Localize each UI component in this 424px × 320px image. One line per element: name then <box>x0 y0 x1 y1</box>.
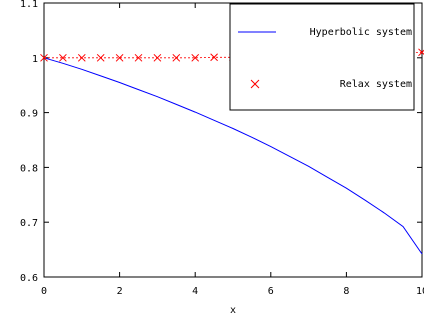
relax-point-0 <box>40 53 48 62</box>
y-tick-label-5: 1.1 <box>20 0 38 10</box>
legend-box <box>229 3 415 111</box>
relax-point-20 <box>418 48 424 57</box>
y-tick-label-1: 0.7 <box>20 218 38 229</box>
x-tick-label-2: 4 <box>192 286 198 297</box>
x-tick-label-3: 6 <box>268 286 274 297</box>
legend-swatch-relax <box>250 79 260 89</box>
y-tick-label-2: 0.8 <box>20 163 38 174</box>
legend-label-hyperbolic: Hyperbolic system <box>310 27 412 38</box>
plot-frame <box>43 2 423 278</box>
relax-point-4 <box>115 53 124 62</box>
x-axis-label: x <box>230 305 236 316</box>
relax-point-9 <box>210 53 218 62</box>
x-tick-label-1: 2 <box>117 286 123 297</box>
y-tick-label-3: 0.9 <box>20 109 38 120</box>
relax-point-8 <box>191 53 200 62</box>
y-tick-label-4: 1 <box>32 54 38 65</box>
legend: Hyperbolic system Relax system <box>229 3 415 111</box>
legend-label-relax: Relax system <box>340 79 412 90</box>
relax-point-7 <box>172 53 181 62</box>
y-tick-label-0: 0.6 <box>20 273 38 284</box>
x-tick-label-4: 8 <box>343 286 349 297</box>
relax-point-3 <box>96 53 105 62</box>
axis-tick-labels: 0 2 4 6 8 10 0.6 0.7 0.8 0.9 1 1.1 <box>20 0 424 297</box>
x-tick-label-5: 10 <box>416 286 424 297</box>
x-tick-label-0: 0 <box>41 286 47 297</box>
series-line-hyperbolic <box>43 57 423 255</box>
relax-point-5 <box>134 53 143 62</box>
relax-point-1 <box>59 53 67 62</box>
relax-point-2 <box>77 53 86 62</box>
relax-point-6 <box>153 53 162 62</box>
